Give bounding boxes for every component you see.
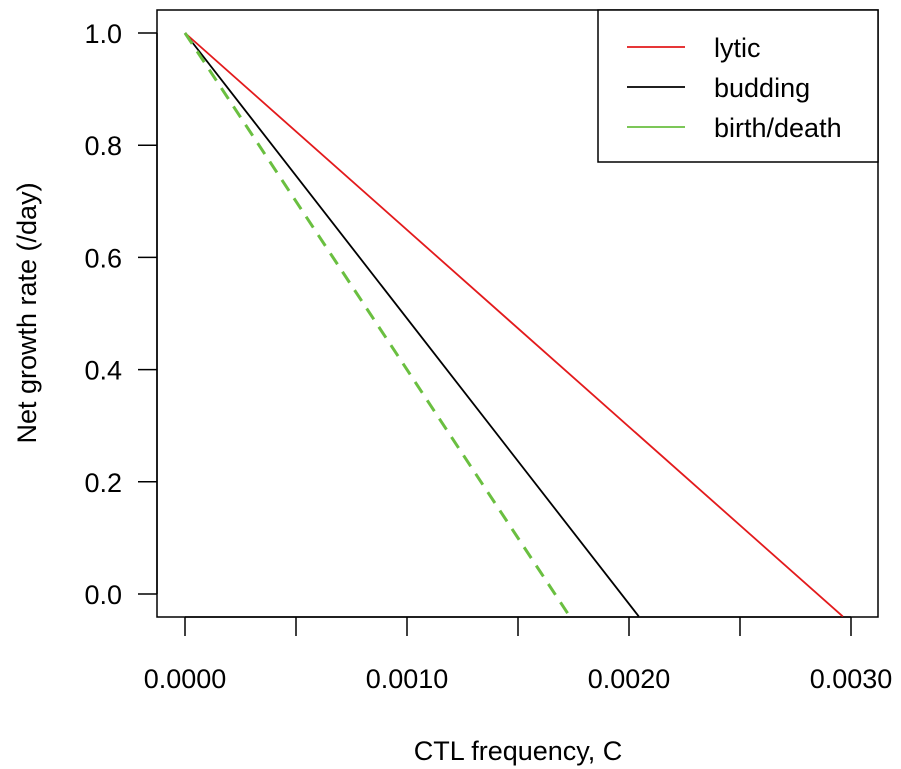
y-axis-label: Net growth rate (/day) — [12, 182, 42, 443]
y-tick-label: 0.0 — [84, 580, 122, 610]
y-axis: 0.0 0.2 0.4 0.6 0.8 1.0 — [84, 19, 158, 610]
legend-box — [597, 9, 879, 163]
legend-label-birth-death: birth/death — [714, 113, 842, 143]
series-line-birth-death — [183, 32, 571, 618]
y-tick-label: 0.4 — [84, 356, 122, 386]
x-tick-label: 0.0030 — [810, 664, 893, 694]
x-tick-label: 0.0020 — [588, 664, 671, 694]
legend-label-lytic: lytic — [714, 33, 761, 63]
legend-label-budding: budding — [714, 73, 810, 103]
series-layer — [183, 32, 844, 618]
y-tick-label: 0.6 — [84, 243, 122, 273]
x-tick-label: 0.0000 — [144, 664, 227, 694]
y-tick-label: 0.8 — [84, 131, 122, 161]
series-line-lytic — [184, 32, 844, 618]
series-line-budding — [184, 32, 640, 617]
x-axis: 0.0000 0.0010 0.0020 0.0030 — [144, 616, 893, 694]
legend: lytic budding birth/death — [597, 9, 879, 163]
y-tick-label: 0.2 — [84, 468, 122, 498]
y-tick-label: 1.0 — [84, 19, 122, 49]
x-axis-label: CTL frequency, C — [414, 736, 623, 766]
x-tick-label: 0.0010 — [366, 664, 449, 694]
